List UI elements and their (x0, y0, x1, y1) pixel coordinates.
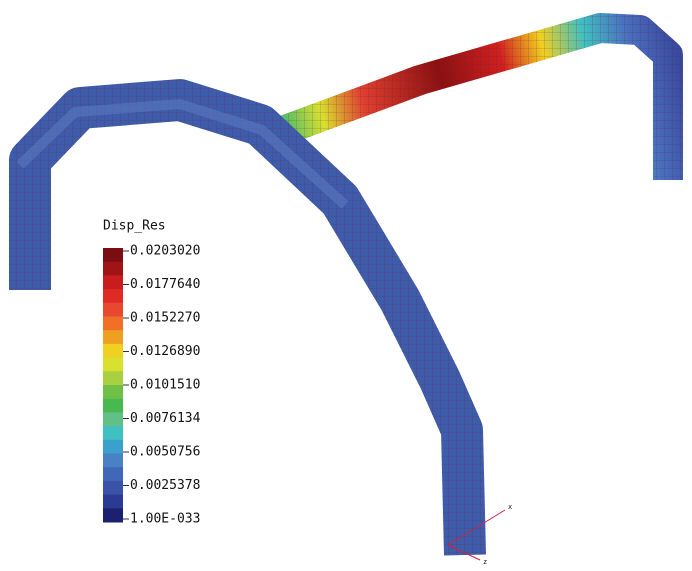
front-frame (20, 100, 465, 555)
color-band (103, 440, 123, 454)
color-band (103, 248, 123, 262)
color-band (103, 399, 123, 413)
color-band (103, 426, 123, 440)
legend-label: 0.0050756 (130, 445, 200, 460)
color-band (103, 344, 123, 358)
color-band (103, 385, 123, 399)
legend-label: 0.0177640 (130, 277, 200, 292)
legend-label: 0.0101510 (130, 378, 200, 393)
color-band (103, 412, 123, 426)
color-band (103, 454, 123, 468)
legend-label: 0.0025378 (130, 478, 200, 493)
color-band (103, 495, 123, 509)
color-band (103, 289, 123, 303)
color-band (103, 275, 123, 289)
color-band (103, 467, 123, 481)
legend: 0.0203020 0.0177640 0.0152270 0.0126890 0.01… (103, 244, 201, 527)
color-band (103, 481, 123, 495)
color-band (103, 262, 123, 276)
axis-label: z (483, 558, 487, 566)
axis-label: x (508, 503, 512, 511)
color-band (103, 371, 123, 385)
legend-label: 0.0203020 (130, 244, 200, 259)
legend-title: Disp_Res (103, 219, 166, 234)
color-band (103, 508, 123, 522)
legend-label: 0.0152270 (130, 311, 200, 326)
color-band (103, 358, 123, 372)
color-band (103, 317, 123, 331)
color-band (103, 303, 123, 317)
legend-label: 0.0076134 (130, 411, 201, 426)
color-band (103, 330, 123, 344)
fea-view: x z Disp_Res 0.0203020 0.0177640 0.0152270… (0, 0, 692, 567)
legend-label: 0.0126890 (130, 344, 200, 359)
legend-label: 1.00E-033 (130, 512, 200, 527)
